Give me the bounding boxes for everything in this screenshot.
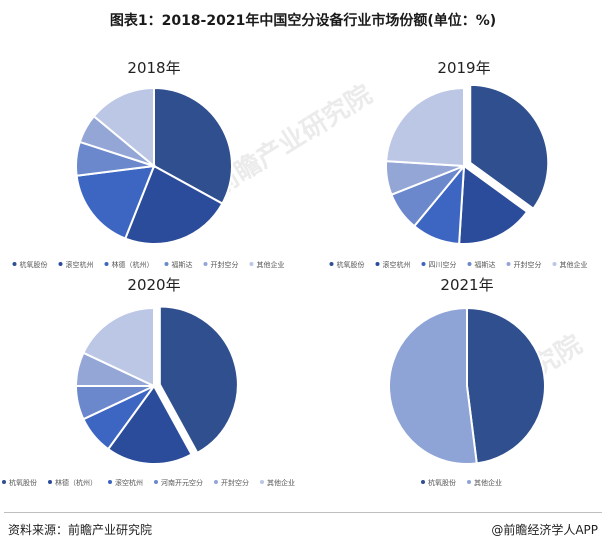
legend-label: 其他企业 xyxy=(560,260,588,269)
legend-marker xyxy=(467,480,471,484)
legend-label: 其他企业 xyxy=(474,478,502,487)
legend-label: 杭氧股份 xyxy=(9,478,37,487)
legend-marker xyxy=(12,262,17,266)
legend-label: 其他企业 xyxy=(257,260,285,269)
pie-title: 2021年 xyxy=(440,276,493,294)
pie-slice xyxy=(458,164,529,245)
legend-label: 林德（杭州） xyxy=(55,478,97,487)
legend-label: 河南开元空分 xyxy=(161,478,203,487)
legend-marker xyxy=(58,262,63,266)
legend-marker xyxy=(203,262,208,266)
legend-label: 滚空杭州 xyxy=(383,260,411,269)
legend-label: 开封空分 xyxy=(211,260,239,269)
legend-marker xyxy=(260,480,264,484)
legend-marker xyxy=(249,262,254,266)
legend-label: 滚空杭州 xyxy=(115,478,143,487)
pie-slice xyxy=(388,306,478,465)
legend-marker xyxy=(164,262,169,266)
pie-title: 2020年 xyxy=(127,276,180,294)
legend-marker xyxy=(329,262,334,266)
legend-marker xyxy=(421,262,426,266)
legend-marker xyxy=(421,480,425,484)
legend-label: 其他企业 xyxy=(267,478,295,487)
legend-label: 四川空分 xyxy=(429,260,457,269)
pie-title: 2018年 xyxy=(127,59,180,77)
legend-marker xyxy=(104,262,109,266)
legend-label: 杭氧股份 xyxy=(428,478,456,487)
legend-marker xyxy=(154,480,158,484)
pie-slice xyxy=(106,384,193,465)
legend-label: 杭氧股份 xyxy=(337,260,365,269)
legend-marker xyxy=(506,262,511,266)
pie-title: 2019年 xyxy=(437,59,490,77)
legend-label: 福斯达 xyxy=(172,260,193,269)
footer-divider xyxy=(4,512,602,513)
legend-marker xyxy=(48,480,52,484)
pie-slice xyxy=(469,83,550,211)
pie-slice xyxy=(75,164,156,240)
pie-slice xyxy=(123,164,224,245)
chart-title: 图表1：2018-2021年中国空分设备行业市场份额(单位：%) xyxy=(109,13,497,29)
source-note: 资料来源：前瞻产业研究院 xyxy=(8,523,153,537)
legend-marker xyxy=(2,480,6,484)
brand-credit: @前瞻经济学人APP xyxy=(491,523,598,537)
legend-marker xyxy=(467,262,472,266)
pie-slice xyxy=(92,86,155,169)
legend-marker xyxy=(552,262,557,266)
legend-label: 杭氧股份 xyxy=(20,260,48,269)
pie-slice xyxy=(82,306,155,388)
legend-label: 滚空杭州 xyxy=(66,260,94,269)
legend-marker xyxy=(214,480,218,484)
pie-slice xyxy=(153,86,233,205)
legend-label: 开封空分 xyxy=(221,478,249,487)
legend-label: 林德（杭州） xyxy=(112,260,154,269)
pie-slice xyxy=(385,86,465,168)
legend-label: 开封空分 xyxy=(514,260,542,269)
legend-marker xyxy=(375,262,380,266)
pie-slice xyxy=(466,306,546,465)
pie-slice xyxy=(158,305,239,455)
legend-label: 福斯达 xyxy=(475,260,496,269)
legend-marker xyxy=(108,480,112,484)
